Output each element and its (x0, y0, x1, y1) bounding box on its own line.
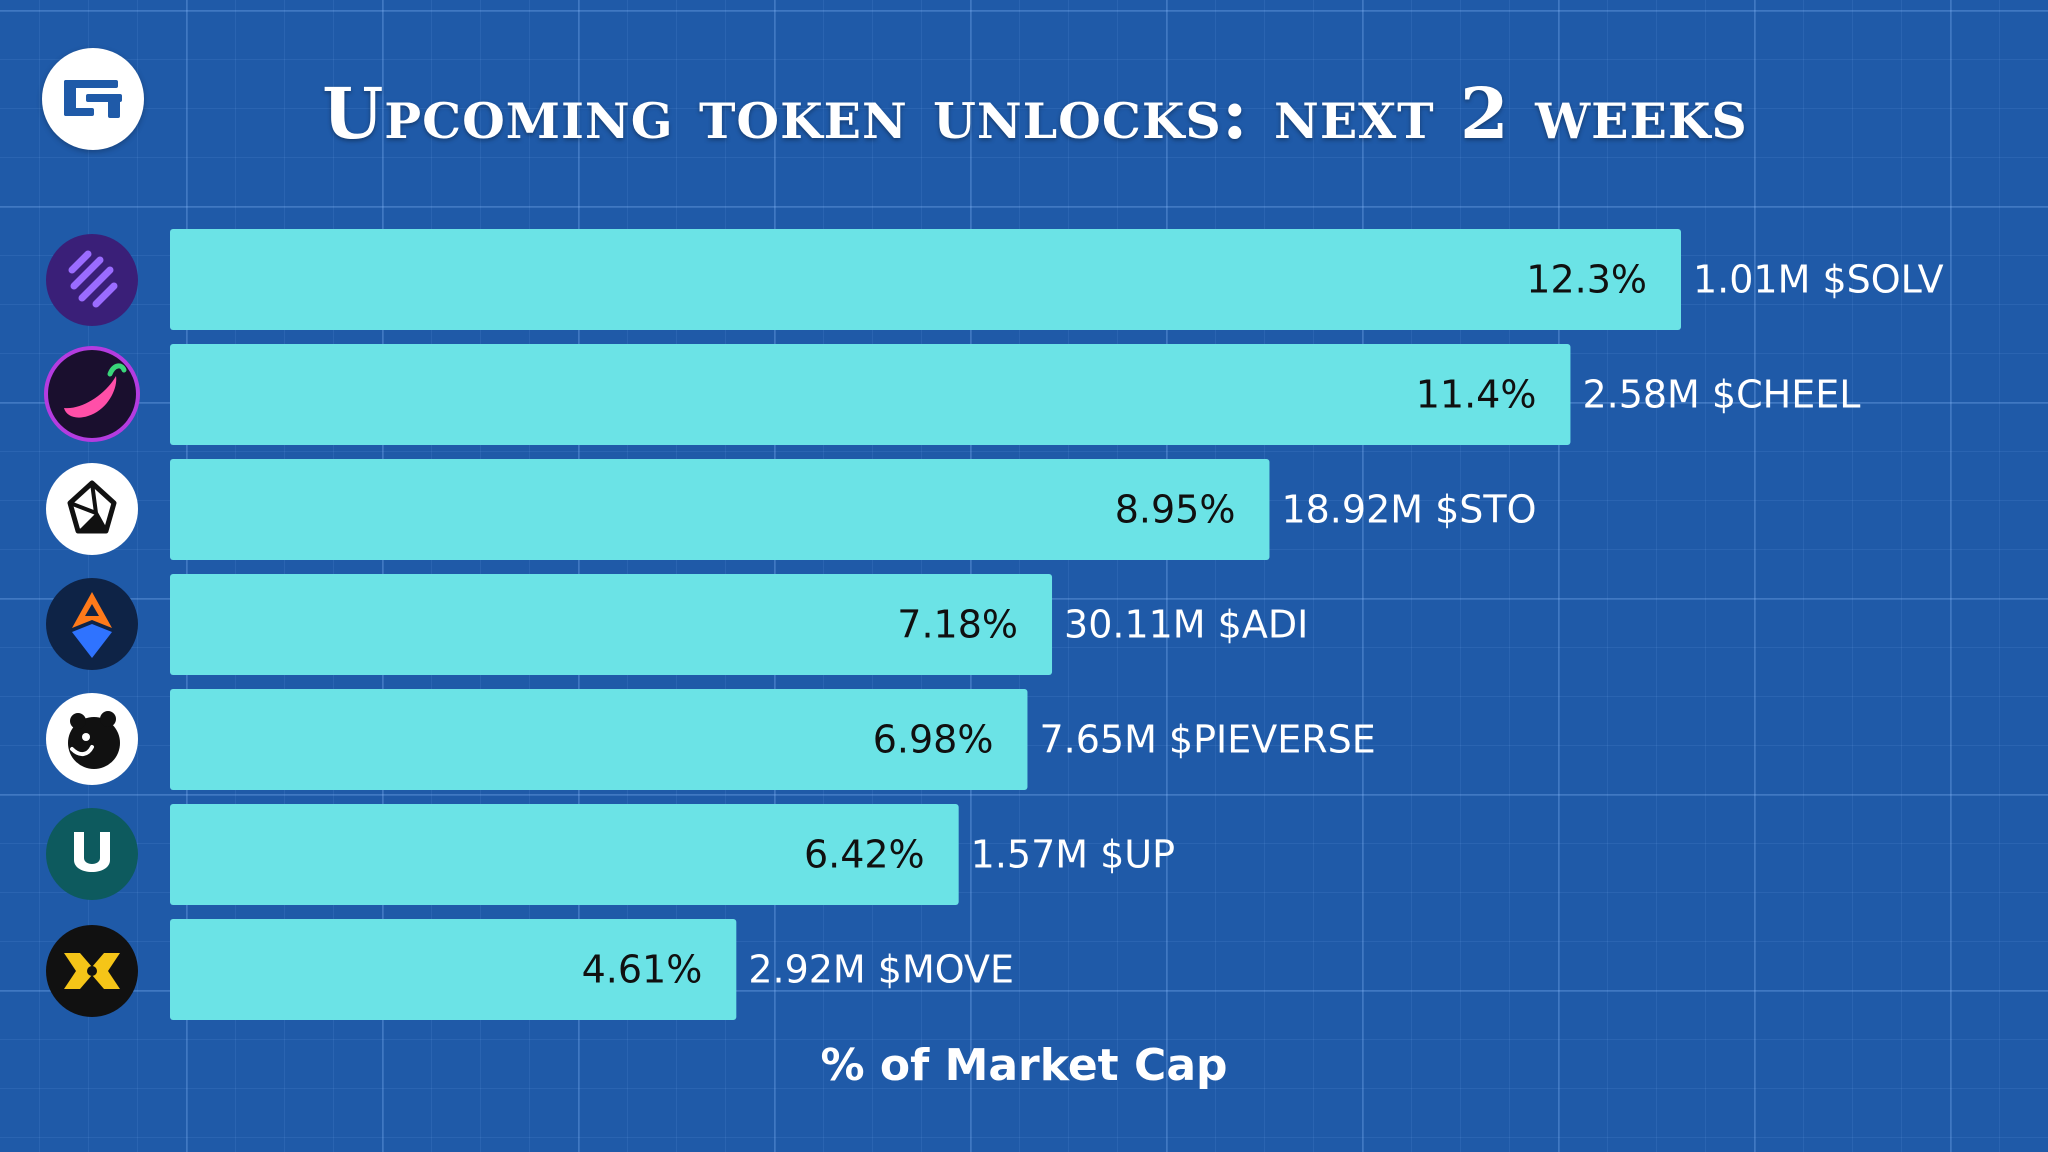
bar-solv (170, 229, 1681, 330)
solv-token-icon (46, 234, 138, 326)
bar-amount-label: 1.01M $SOLV (1693, 258, 1944, 302)
bar-value-label: 12.3% (1526, 258, 1647, 302)
bar-amount-label: 2.58M $CHEEL (1582, 373, 1860, 417)
move-token-icon (46, 925, 138, 1017)
bar-amount-label: 1.57M $UP (971, 833, 1175, 877)
chart-title: Upcoming token unlocks: next 2 weeks (322, 72, 1748, 155)
brand-circle-logo-icon (42, 48, 144, 150)
bar-value-label: 11.4% (1416, 373, 1537, 417)
bar-sto (170, 459, 1270, 560)
bar-amount-label: 7.65M $PIEVERSE (1039, 718, 1375, 762)
bar-amount-label: 2.92M $MOVE (748, 948, 1014, 992)
bar-pieverse (170, 689, 1028, 790)
bar-cheel (170, 344, 1571, 445)
bar-value-label: 6.98% (873, 718, 994, 762)
up-token-icon (46, 808, 138, 900)
bar-adi (170, 574, 1053, 675)
bar-amount-label: 18.92M $STO (1281, 488, 1536, 532)
pieverse-token-icon (46, 693, 138, 785)
bar-value-label: 8.95% (1115, 488, 1236, 532)
adi-token-icon (46, 578, 138, 670)
bar-move (170, 919, 737, 1020)
bar-amount-label: 30.11M $ADI (1064, 603, 1308, 647)
bar-up (170, 804, 959, 905)
bar-value-label: 4.61% (582, 948, 703, 992)
sto-token-icon (46, 463, 138, 555)
x-axis-label: % of Market Cap (820, 1040, 1228, 1091)
bar-value-label: 7.18% (897, 603, 1018, 647)
bars: 12.3% 1.01M $SOLV 11.4% 2.58M $CHEEL 8.95% 18… (170, 229, 1944, 1020)
bar-value-label: 6.42% (804, 833, 925, 877)
token-icons (44, 234, 140, 1017)
cheel-token-icon (44, 346, 140, 442)
